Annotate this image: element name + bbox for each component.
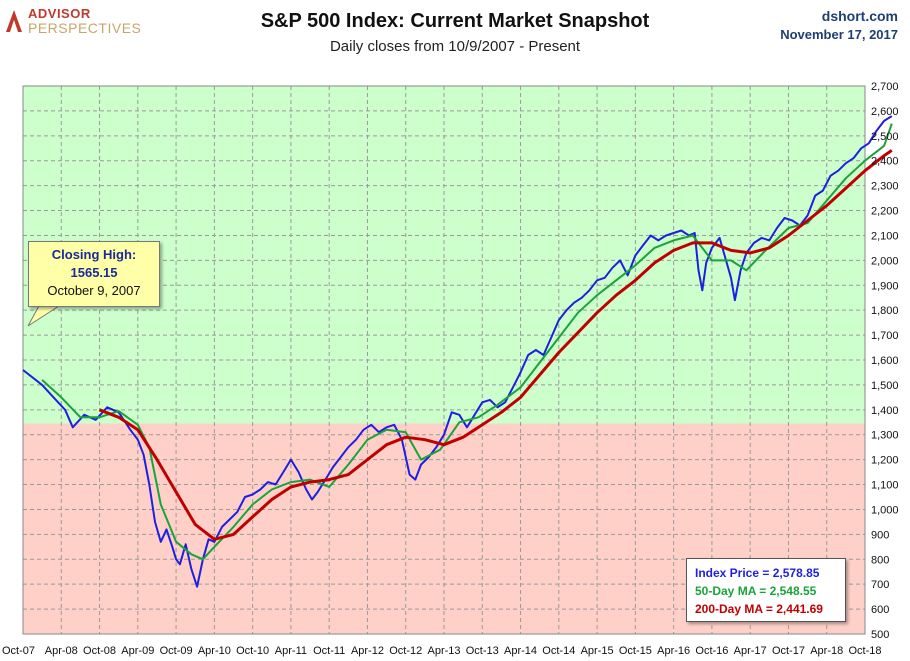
x-tick-label: Oct-09	[160, 645, 193, 657]
x-tick-label: Oct-12	[389, 645, 422, 657]
index-price-line	[22, 115, 893, 588]
x-tick-label: Oct-11	[313, 645, 345, 657]
x-tick-label: Oct-07	[2, 645, 35, 657]
200-day-ma-line	[98, 149, 893, 541]
x-tick-label: Oct-15	[619, 645, 652, 657]
x-tick-label: Oct-14	[542, 645, 575, 657]
y-tick-label: 1,600	[871, 355, 899, 367]
legend-index-price: Index Price = 2,578.85	[695, 566, 820, 580]
x-tick-label: Apr-11	[275, 645, 307, 657]
x-tick-label: Apr-13	[427, 645, 460, 657]
50-day-ma-line	[41, 123, 893, 561]
y-tick-label: 2,600	[871, 106, 899, 118]
chart-series	[22, 115, 893, 588]
chart-title: S&P 500 Index: Current Market Snapshot	[260, 10, 650, 32]
plot-border	[22, 85, 866, 635]
logo-text-bottom: PERSPECTIVES	[28, 20, 142, 36]
x-tick-label: Oct-08	[83, 645, 116, 657]
y-tick-label: 1,100	[871, 480, 899, 492]
logo-text-top: ADVISOR	[28, 6, 91, 21]
y-tick-label: 2,700	[871, 81, 899, 93]
y-tick-label: 1,500	[871, 380, 899, 392]
y-tick-label: 800	[871, 554, 889, 566]
x-tick-label: Apr-18	[810, 645, 843, 657]
y-tick-label: 2,100	[871, 230, 899, 242]
x-tick-label: Apr-15	[581, 645, 614, 657]
y-tick-label: 1,900	[871, 280, 899, 292]
callout-value: 1565.15	[70, 265, 118, 280]
y-tick-label: 2,200	[871, 206, 899, 218]
x-tick-label: Oct-13	[466, 645, 499, 657]
x-tick-label: Apr-16	[657, 645, 690, 657]
x-tick-label: Oct-16	[695, 645, 728, 657]
legend-200-day-ma: 200-Day MA = 2,441.69	[695, 602, 823, 616]
x-tick-label: Apr-12	[351, 645, 384, 657]
x-tick-label: Apr-14	[504, 645, 537, 657]
y-tick-label: 1,400	[871, 405, 899, 417]
y-tick-label: 2,500	[871, 131, 899, 143]
closing-high-callout: Closing High: 1565.15 October 9, 2007	[28, 241, 160, 307]
x-tick-label: Apr-17	[734, 645, 767, 657]
legend-box: Index Price = 2,578.85 50-Day MA = 2,548…	[686, 558, 846, 622]
x-tick-label: Oct-17	[772, 645, 805, 657]
x-tick-label: Oct-10	[236, 645, 269, 657]
x-tick-label: Oct-18	[848, 645, 881, 657]
y-tick-label: 900	[871, 529, 889, 541]
logo-mark-icon	[6, 10, 22, 32]
report-date: November 17, 2017	[780, 27, 898, 42]
y-axis: 500 600 700 800 900 1,000 1,100 1,200 1,300 1,400…	[871, 81, 899, 641]
x-tick-label: Apr-08	[45, 645, 78, 657]
y-tick-label: 700	[871, 579, 889, 591]
y-tick-label: 1,200	[871, 455, 899, 467]
advisor-perspectives-logo: ADVISOR PERSPECTIVES	[4, 6, 144, 38]
y-tick-label: 1,800	[871, 305, 899, 317]
y-tick-label: 1,300	[871, 430, 899, 442]
x-tick-label: Apr-09	[121, 645, 154, 657]
y-tick-label: 500	[871, 629, 889, 641]
y-tick-label: 600	[871, 604, 889, 616]
callout-label: Closing High:	[51, 247, 137, 262]
x-axis: Oct-07 Apr-08 Oct-08 Apr-09 Oct-09 Apr-10 Oct-…	[2, 645, 882, 657]
site-name: dshort.com	[821, 8, 898, 24]
y-tick-label: 2,000	[871, 255, 899, 267]
legend-50-day-ma: 50-Day MA = 2,548.55	[695, 584, 817, 598]
y-tick-label: 1,000	[871, 504, 899, 516]
y-tick-label: 1,700	[871, 330, 899, 342]
x-tick-label: Apr-10	[198, 645, 231, 657]
callout-date: October 9, 2007	[47, 283, 141, 298]
chart-subtitle: Daily closes from 10/9/2007 - Present	[329, 38, 581, 55]
y-tick-label: 2,300	[871, 181, 899, 193]
y-tick-label: 2,400	[871, 156, 899, 168]
